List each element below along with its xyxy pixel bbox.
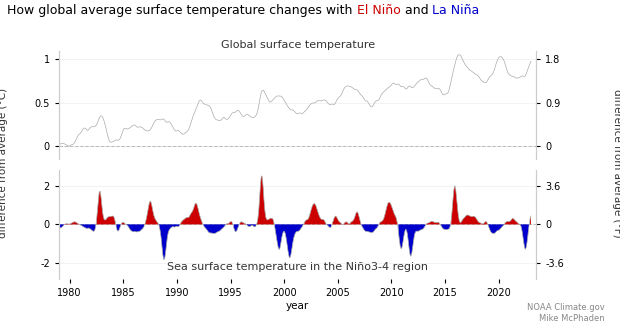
- Text: NOAA Climate.gov
Mike McPhaden: NOAA Climate.gov Mike McPhaden: [527, 303, 604, 323]
- Text: La Niña: La Niña: [432, 5, 479, 18]
- X-axis label: year: year: [286, 301, 309, 311]
- Text: and: and: [401, 5, 432, 18]
- Text: Sea surface temperature in the Niño3-4 region: Sea surface temperature in the Niño3-4 r…: [167, 262, 428, 272]
- Text: difference from average (°C): difference from average (°C): [0, 88, 8, 238]
- Title: Global surface temperature: Global surface temperature: [221, 40, 374, 50]
- Text: El Niño: El Niño: [357, 5, 401, 18]
- Text: difference from average (°F): difference from average (°F): [612, 89, 620, 237]
- Text: How global average surface temperature changes with: How global average surface temperature c…: [7, 5, 357, 18]
